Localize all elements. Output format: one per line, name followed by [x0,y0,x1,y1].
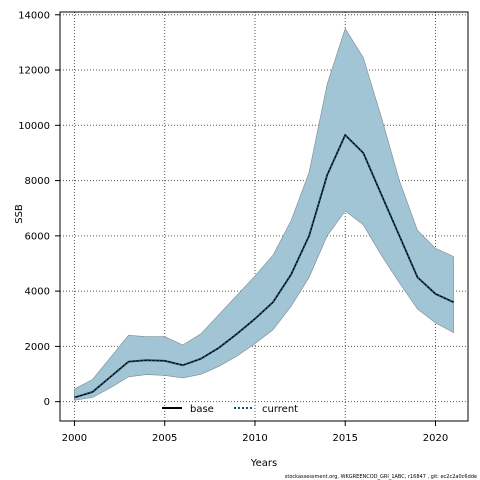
x-tick-label-0: 2000 [62,433,87,444]
y-tick-label-0: 0 [44,397,50,408]
y-tick-label-6: 12000 [18,66,50,77]
x-tick-label-3: 2015 [333,433,358,444]
x-axis-ticks: 2000 2005 2010 2015 2020 [62,421,448,444]
y-axis-title: SSB [14,204,25,224]
plot-frame [59,11,469,422]
series-line-current [74,133,455,399]
series-lines [74,133,455,399]
x-axis-title: Years [250,458,277,469]
confidence-band [74,27,454,401]
y-tick-label-4: 8000 [25,176,50,187]
legend-current-label: current [262,404,298,415]
y-tick-label-7: 14000 [18,10,50,21]
y-tick-label-1: 2000 [25,342,50,353]
legend-base-label: base [190,404,214,415]
y-tick-label-5: 10000 [18,121,50,132]
confidence-band-group [74,27,454,401]
y-tick-label-3: 6000 [25,231,50,242]
y-tick-label-2: 4000 [25,287,50,298]
x-tick-label-1: 2005 [152,433,177,444]
legend: base current [162,404,298,415]
y-axis-ticks: 0 2000 4000 6000 8000 10000 12000 14000 [18,10,60,408]
footnote: stockassessment.org, WKGREENCOD_GRI_1ABC… [285,474,477,480]
x-tick-label-4: 2020 [423,433,448,444]
x-tick-label-2: 2010 [242,433,267,444]
